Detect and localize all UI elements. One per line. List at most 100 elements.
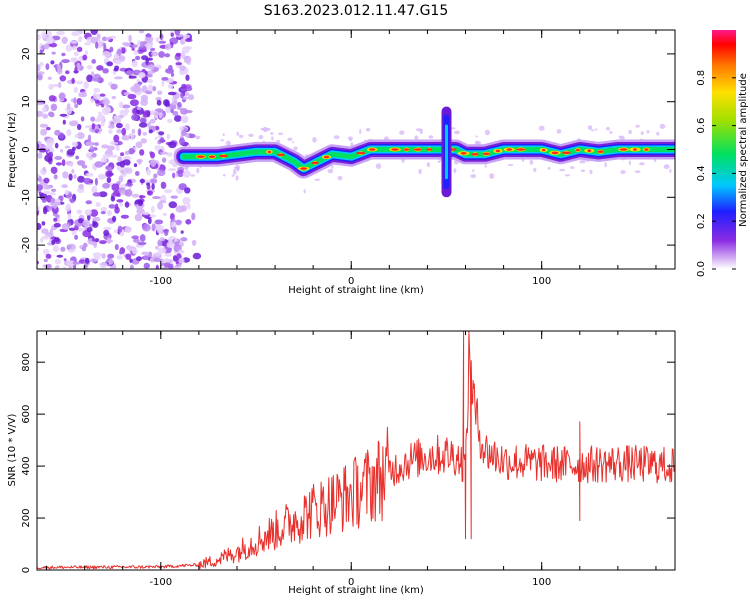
noise-speck — [165, 106, 171, 114]
noise-speck — [89, 145, 95, 153]
noise-speck — [74, 134, 80, 139]
noise-speck — [76, 209, 83, 215]
noise-speck — [163, 258, 171, 263]
noise-speck — [131, 60, 138, 68]
noise-speck — [64, 189, 69, 196]
noise-speck — [164, 189, 173, 194]
faint-speck — [248, 133, 254, 137]
noise-speck — [37, 64, 41, 72]
noise-speck — [116, 129, 123, 134]
noise-speck — [91, 123, 96, 130]
noise-speck — [121, 47, 126, 54]
faint-speck — [233, 168, 237, 175]
faint-speck — [235, 164, 241, 171]
noise-speck — [84, 42, 91, 46]
noise-speck — [139, 41, 145, 48]
noise-speck — [133, 50, 138, 55]
noise-speck — [92, 252, 102, 258]
noise-speck — [42, 235, 50, 240]
noise-speck — [150, 159, 157, 168]
noise-speck — [118, 175, 124, 183]
noise-speck — [74, 66, 78, 74]
noise-speck — [129, 264, 134, 269]
noise-speck — [80, 116, 85, 122]
faint-speck — [239, 134, 244, 138]
noise-speck — [103, 229, 110, 237]
noise-speck — [93, 93, 102, 100]
noise-speck — [159, 237, 166, 242]
faint-speck — [303, 189, 306, 194]
noise-speck — [146, 57, 153, 61]
noise-speck — [154, 136, 158, 140]
noise-speck — [127, 93, 137, 100]
noise-speck — [106, 210, 112, 216]
noise-speck — [121, 104, 131, 109]
faint-speck — [327, 168, 334, 174]
snr-y-tick-label: 200 — [21, 508, 32, 527]
noise-speck — [102, 154, 112, 158]
noise-speck — [74, 234, 78, 240]
noise-speck — [91, 152, 97, 158]
noise-speck — [155, 37, 160, 43]
noise-speck — [65, 44, 73, 52]
noise-speck — [155, 264, 159, 269]
noise-speck — [48, 83, 54, 90]
ridge-core — [391, 148, 399, 151]
vertical-feature-core — [445, 124, 448, 180]
spectrogram-y-tick-label: 10 — [21, 95, 32, 108]
ridge-core — [619, 148, 628, 151]
faint-speck — [236, 131, 240, 136]
noise-speck — [56, 30, 65, 36]
noise-speck — [42, 206, 48, 215]
faint-speck — [620, 170, 626, 175]
noise-speck — [127, 133, 134, 137]
noise-speck — [154, 108, 164, 113]
ridge-core — [551, 151, 559, 155]
noise-speck — [84, 257, 90, 264]
noise-speck — [175, 62, 183, 66]
noise-speck — [138, 72, 146, 79]
noise-speck — [147, 217, 152, 225]
spectrogram-y-tick-label: -20 — [21, 237, 32, 253]
noise-speck — [114, 76, 123, 80]
ridge-core — [495, 149, 501, 153]
spectrogram-y-tick-label: -10 — [21, 189, 32, 205]
noise-speck — [94, 128, 100, 133]
noise-speck — [39, 61, 44, 67]
noise-speck — [191, 212, 196, 221]
noise-speck — [76, 98, 83, 105]
noise-speck — [52, 245, 60, 252]
noise-speck — [156, 169, 166, 177]
colorbar-tick-label: 0.0 — [696, 261, 707, 277]
noise-speck — [111, 183, 120, 192]
noise-speck — [68, 120, 78, 127]
noise-speck — [142, 111, 149, 118]
noise-speck — [170, 109, 174, 113]
noise-speck — [66, 129, 72, 136]
noise-speck — [43, 190, 51, 195]
faint-speck — [262, 126, 268, 133]
faint-speck — [190, 174, 196, 177]
noise-speck — [49, 228, 54, 235]
noise-speck — [46, 126, 51, 131]
noise-speck — [123, 92, 131, 96]
spectrogram-xlabel: Height of straight line (km) — [288, 285, 424, 296]
snr-x-tick-label: 100 — [532, 577, 551, 588]
ridge-core — [403, 148, 410, 151]
noise-speck — [50, 166, 58, 174]
faint-speck — [484, 164, 487, 168]
noise-speck — [120, 214, 129, 219]
noise-speck — [129, 99, 139, 107]
faint-speck — [428, 135, 434, 139]
colorbar-tick-label: 0.6 — [696, 118, 707, 134]
noise-speck — [67, 243, 76, 250]
noise-speck — [113, 53, 119, 59]
noise-speck — [180, 130, 187, 136]
noise-speck — [93, 242, 97, 248]
snr-y-tick-label: 400 — [21, 457, 32, 476]
noise-speck — [76, 227, 85, 232]
faint-speck — [604, 161, 607, 168]
noise-speck — [151, 223, 156, 232]
faint-speck — [538, 125, 545, 131]
noise-speck — [158, 51, 166, 58]
